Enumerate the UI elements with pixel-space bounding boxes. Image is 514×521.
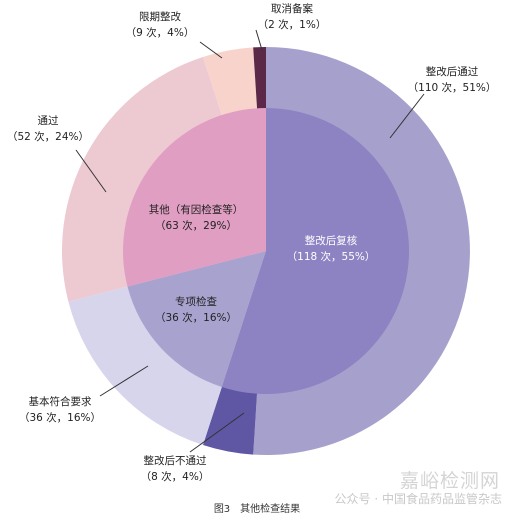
inner-value-2: （63 次，29%）: [155, 219, 237, 232]
inner-value-0: （118 次，55%）: [287, 250, 376, 263]
outer-label-0: 整改后通过: [426, 65, 479, 78]
inner-label-1: 专项检查: [175, 295, 217, 308]
inner-slice-0: [221, 108, 410, 394]
leader-lines: [75, 29, 425, 453]
inner-slice-2: [122, 108, 266, 287]
outer-label-5: 取消备案: [271, 2, 313, 15]
watermark-site: 嘉峪检测网: [399, 470, 500, 492]
leader-line-2: [99, 365, 149, 397]
leader-line-0: [389, 93, 425, 139]
slice-labels: 整改后复核 （118 次，55%） 专项检查 （36 次，16%） 其他（有因检查等） （…: [7, 2, 496, 483]
figure-caption: 图3 其他检查结果: [213, 504, 301, 515]
watermark-account: 公众号 · 中国食品药品监管杂志: [334, 492, 502, 506]
inner-slice-1: [127, 251, 267, 387]
outer-value-1: （8 次，4%）: [141, 470, 210, 483]
outer-label-3: 通过: [38, 114, 59, 127]
leader-line-5: [255, 29, 263, 51]
outer-label-4: 限期整改: [139, 10, 181, 23]
outer-value-5: （2 次，1%）: [258, 18, 327, 31]
inner-value-1: （36 次，16%）: [155, 311, 237, 324]
outer-value-3: （52 次，24%）: [7, 130, 89, 143]
outer-value-0: （110 次，51%）: [408, 81, 497, 94]
leader-line-3: [75, 149, 107, 193]
outer-value-4: （9 次，4%）: [126, 26, 195, 39]
inner-label-2: 其他（有因检查等）: [149, 203, 244, 216]
inner-label-0: 整改后复核: [305, 234, 358, 247]
leader-line-4: [199, 41, 223, 59]
inner-ring: [122, 108, 410, 394]
outer-label-2: 基本符合要求: [29, 395, 92, 408]
outer-value-2: （36 次，16%）: [19, 411, 101, 424]
leader-line-1: [189, 412, 245, 453]
outer-label-1: 整改后不通过: [144, 454, 207, 467]
